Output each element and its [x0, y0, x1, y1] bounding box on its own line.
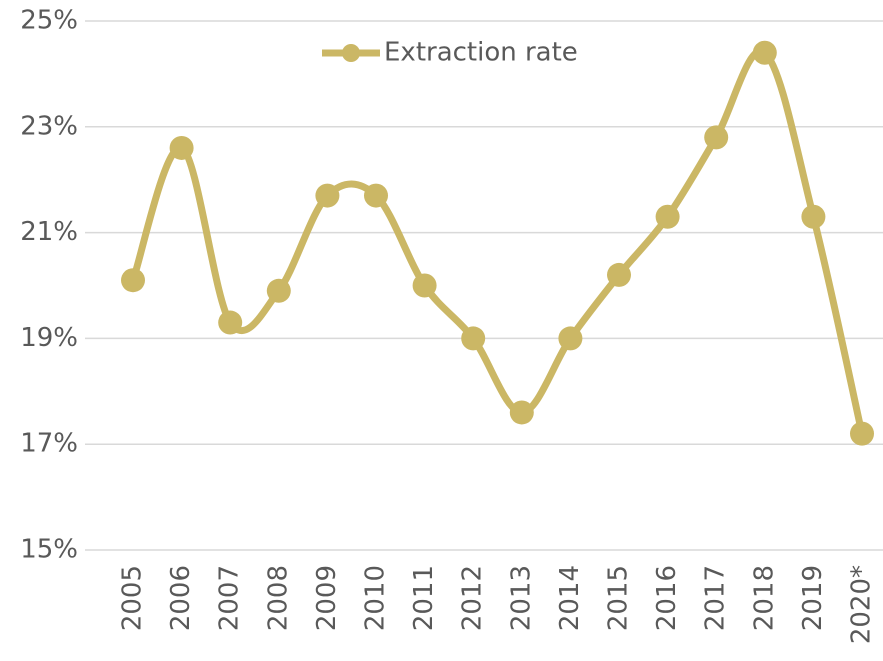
- data-point: [364, 183, 388, 208]
- x-tick-label: 2010: [361, 565, 391, 631]
- data-point: [266, 278, 291, 303]
- legend-marker: [342, 44, 360, 62]
- x-tick-label: 2008: [263, 565, 293, 631]
- data-point: [607, 262, 631, 287]
- data-point: [218, 310, 243, 335]
- data-point: [121, 268, 145, 293]
- y-tick-label: 23%: [20, 111, 78, 141]
- data-point: [412, 273, 437, 298]
- y-tick-label: 17%: [20, 429, 78, 459]
- data-point: [315, 183, 340, 208]
- x-tick-label: 2005: [118, 565, 148, 631]
- data-point: [655, 204, 680, 229]
- data-point: [704, 125, 729, 150]
- x-tick-label: 2012: [458, 565, 488, 631]
- data-point: [558, 326, 583, 351]
- x-tick-label: 2018: [749, 565, 779, 631]
- data-point: [461, 326, 486, 351]
- x-tick-label: 2009: [312, 565, 342, 631]
- data-point: [752, 40, 777, 65]
- x-tick-label: 2011: [409, 565, 439, 631]
- y-tick-label: 25%: [20, 6, 78, 36]
- series-line: [129, 47, 866, 438]
- x-tick-label: 2015: [604, 565, 634, 631]
- x-tick-label: 2017: [701, 565, 731, 631]
- data-point: [850, 421, 874, 446]
- x-tick-label: 2019: [798, 565, 828, 631]
- x-tick-label: 2014: [555, 565, 585, 631]
- data-point: [169, 135, 194, 160]
- y-tick-label: 15%: [20, 535, 78, 565]
- data-point: [801, 204, 826, 229]
- x-tick-label: 2007: [215, 565, 245, 631]
- x-tick-label: 2013: [506, 565, 536, 631]
- x-tick-label: 2006: [166, 565, 196, 631]
- x-tick-label: 2020*: [847, 565, 877, 644]
- y-tick-label: 21%: [20, 217, 78, 247]
- data-point: [509, 400, 534, 425]
- y-tick-label: 19%: [20, 323, 78, 353]
- x-tick-label: 2016: [652, 565, 682, 631]
- legend-label: Extraction rate: [384, 38, 578, 68]
